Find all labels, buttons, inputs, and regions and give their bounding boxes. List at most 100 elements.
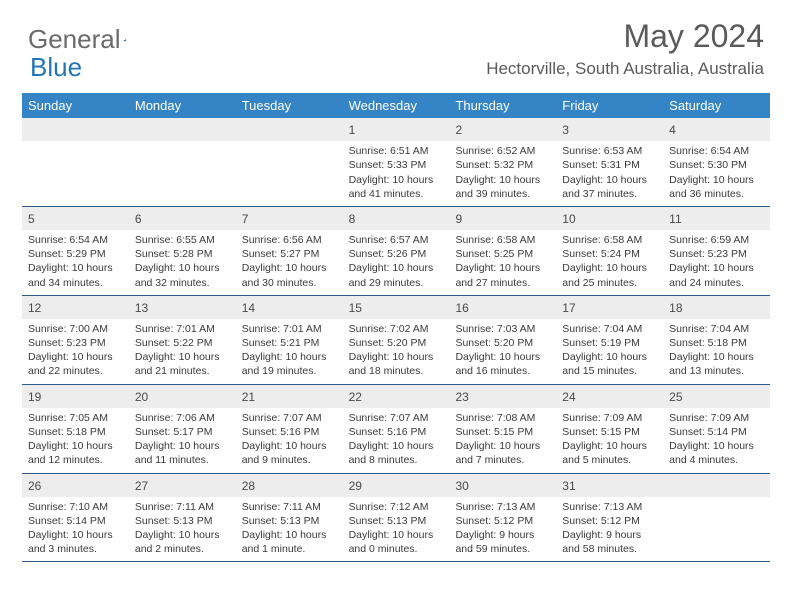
day-cell: 17Sunrise: 7:04 AMSunset: 5:19 PMDayligh… — [556, 296, 663, 384]
day-number: 8 — [343, 207, 450, 230]
day-cell: 16Sunrise: 7:03 AMSunset: 5:20 PMDayligh… — [449, 296, 556, 384]
day-info: Sunrise: 7:08 AMSunset: 5:15 PMDaylight:… — [449, 408, 556, 473]
location: Hectorville, South Australia, Australia — [486, 59, 764, 79]
info-line: Sunrise: 7:04 AM — [562, 322, 657, 336]
day-number: 16 — [449, 296, 556, 319]
info-line: Sunrise: 7:07 AM — [349, 411, 444, 425]
info-line: and 8 minutes. — [349, 453, 444, 467]
info-line: Sunset: 5:14 PM — [28, 514, 123, 528]
info-line: Sunrise: 7:13 AM — [455, 500, 550, 514]
info-line: Sunrise: 7:06 AM — [135, 411, 230, 425]
day-info: Sunrise: 7:11 AMSunset: 5:13 PMDaylight:… — [236, 497, 343, 562]
info-line: Sunset: 5:15 PM — [562, 425, 657, 439]
day-info: Sunrise: 6:54 AMSunset: 5:30 PMDaylight:… — [663, 141, 770, 206]
logo-triangle-icon — [123, 31, 126, 49]
day-number: 23 — [449, 385, 556, 408]
day-cell: 4Sunrise: 6:54 AMSunset: 5:30 PMDaylight… — [663, 118, 770, 206]
info-line: Sunrise: 7:09 AM — [562, 411, 657, 425]
info-line: and 13 minutes. — [669, 364, 764, 378]
day-info: Sunrise: 7:05 AMSunset: 5:18 PMDaylight:… — [22, 408, 129, 473]
day-info: Sunrise: 7:00 AMSunset: 5:23 PMDaylight:… — [22, 319, 129, 384]
day-cell: 21Sunrise: 7:07 AMSunset: 5:16 PMDayligh… — [236, 385, 343, 473]
info-line: Daylight: 10 hours — [562, 439, 657, 453]
month-title: May 2024 — [486, 18, 764, 55]
info-line: Sunset: 5:13 PM — [349, 514, 444, 528]
info-line: Sunrise: 6:55 AM — [135, 233, 230, 247]
info-line: and 16 minutes. — [455, 364, 550, 378]
day-cell: 28Sunrise: 7:11 AMSunset: 5:13 PMDayligh… — [236, 474, 343, 562]
day-info: Sunrise: 6:58 AMSunset: 5:24 PMDaylight:… — [556, 230, 663, 295]
info-line: Sunset: 5:33 PM — [349, 158, 444, 172]
day-number: 18 — [663, 296, 770, 319]
day-number: 10 — [556, 207, 663, 230]
day-cell — [129, 118, 236, 206]
logo: General — [28, 24, 147, 55]
day-number — [236, 118, 343, 141]
info-line: Sunset: 5:13 PM — [135, 514, 230, 528]
day-info: Sunrise: 7:13 AMSunset: 5:12 PMDaylight:… — [449, 497, 556, 562]
day-info: Sunrise: 6:54 AMSunset: 5:29 PMDaylight:… — [22, 230, 129, 295]
info-line: and 22 minutes. — [28, 364, 123, 378]
info-line: and 19 minutes. — [242, 364, 337, 378]
week-row: 12Sunrise: 7:00 AMSunset: 5:23 PMDayligh… — [22, 296, 770, 385]
info-line: Daylight: 10 hours — [242, 439, 337, 453]
info-line: Sunrise: 6:58 AM — [455, 233, 550, 247]
info-line: Sunset: 5:23 PM — [669, 247, 764, 261]
day-info: Sunrise: 7:13 AMSunset: 5:12 PMDaylight:… — [556, 497, 663, 562]
day-cell: 29Sunrise: 7:12 AMSunset: 5:13 PMDayligh… — [343, 474, 450, 562]
info-line: Sunrise: 6:52 AM — [455, 144, 550, 158]
info-line: Sunrise: 6:54 AM — [669, 144, 764, 158]
day-number: 25 — [663, 385, 770, 408]
info-line: Sunset: 5:29 PM — [28, 247, 123, 261]
info-line: and 37 minutes. — [562, 187, 657, 201]
info-line: and 25 minutes. — [562, 276, 657, 290]
info-line: Daylight: 10 hours — [349, 439, 444, 453]
day-info: Sunrise: 6:52 AMSunset: 5:32 PMDaylight:… — [449, 141, 556, 206]
info-line: and 58 minutes. — [562, 542, 657, 556]
info-line: Daylight: 10 hours — [28, 350, 123, 364]
info-line: Sunset: 5:22 PM — [135, 336, 230, 350]
info-line: Daylight: 10 hours — [28, 439, 123, 453]
logo-text-right: Blue — [30, 52, 82, 83]
info-line: Daylight: 10 hours — [135, 350, 230, 364]
day-cell: 15Sunrise: 7:02 AMSunset: 5:20 PMDayligh… — [343, 296, 450, 384]
day-cell: 24Sunrise: 7:09 AMSunset: 5:15 PMDayligh… — [556, 385, 663, 473]
day-info: Sunrise: 6:57 AMSunset: 5:26 PMDaylight:… — [343, 230, 450, 295]
day-number: 1 — [343, 118, 450, 141]
day-number — [22, 118, 129, 141]
day-number: 11 — [663, 207, 770, 230]
day-number: 27 — [129, 474, 236, 497]
day-header-cell: Wednesday — [343, 93, 450, 118]
info-line: Sunrise: 7:13 AM — [562, 500, 657, 514]
day-number — [663, 474, 770, 497]
info-line: Daylight: 10 hours — [562, 261, 657, 275]
info-line: and 5 minutes. — [562, 453, 657, 467]
info-line: and 11 minutes. — [135, 453, 230, 467]
day-cell: 6Sunrise: 6:55 AMSunset: 5:28 PMDaylight… — [129, 207, 236, 295]
info-line: Sunset: 5:12 PM — [562, 514, 657, 528]
day-cell: 8Sunrise: 6:57 AMSunset: 5:26 PMDaylight… — [343, 207, 450, 295]
day-info: Sunrise: 6:55 AMSunset: 5:28 PMDaylight:… — [129, 230, 236, 295]
day-info: Sunrise: 7:07 AMSunset: 5:16 PMDaylight:… — [343, 408, 450, 473]
info-line: Daylight: 10 hours — [28, 528, 123, 542]
day-cell — [236, 118, 343, 206]
info-line: Sunset: 5:26 PM — [349, 247, 444, 261]
day-info: Sunrise: 7:04 AMSunset: 5:18 PMDaylight:… — [663, 319, 770, 384]
header: General May 2024 Hectorville, South Aust… — [0, 0, 792, 85]
day-cell: 18Sunrise: 7:04 AMSunset: 5:18 PMDayligh… — [663, 296, 770, 384]
info-line: Sunset: 5:14 PM — [669, 425, 764, 439]
day-number: 7 — [236, 207, 343, 230]
day-header-cell: Saturday — [663, 93, 770, 118]
info-line: Sunset: 5:24 PM — [562, 247, 657, 261]
info-line: Daylight: 10 hours — [135, 528, 230, 542]
info-line: Sunset: 5:16 PM — [349, 425, 444, 439]
day-number: 2 — [449, 118, 556, 141]
day-cell: 7Sunrise: 6:56 AMSunset: 5:27 PMDaylight… — [236, 207, 343, 295]
info-line: Sunrise: 7:05 AM — [28, 411, 123, 425]
info-line: and 32 minutes. — [135, 276, 230, 290]
day-info: Sunrise: 7:09 AMSunset: 5:15 PMDaylight:… — [556, 408, 663, 473]
day-info: Sunrise: 7:12 AMSunset: 5:13 PMDaylight:… — [343, 497, 450, 562]
day-cell: 1Sunrise: 6:51 AMSunset: 5:33 PMDaylight… — [343, 118, 450, 206]
info-line: Sunrise: 7:00 AM — [28, 322, 123, 336]
info-line: Sunrise: 7:12 AM — [349, 500, 444, 514]
